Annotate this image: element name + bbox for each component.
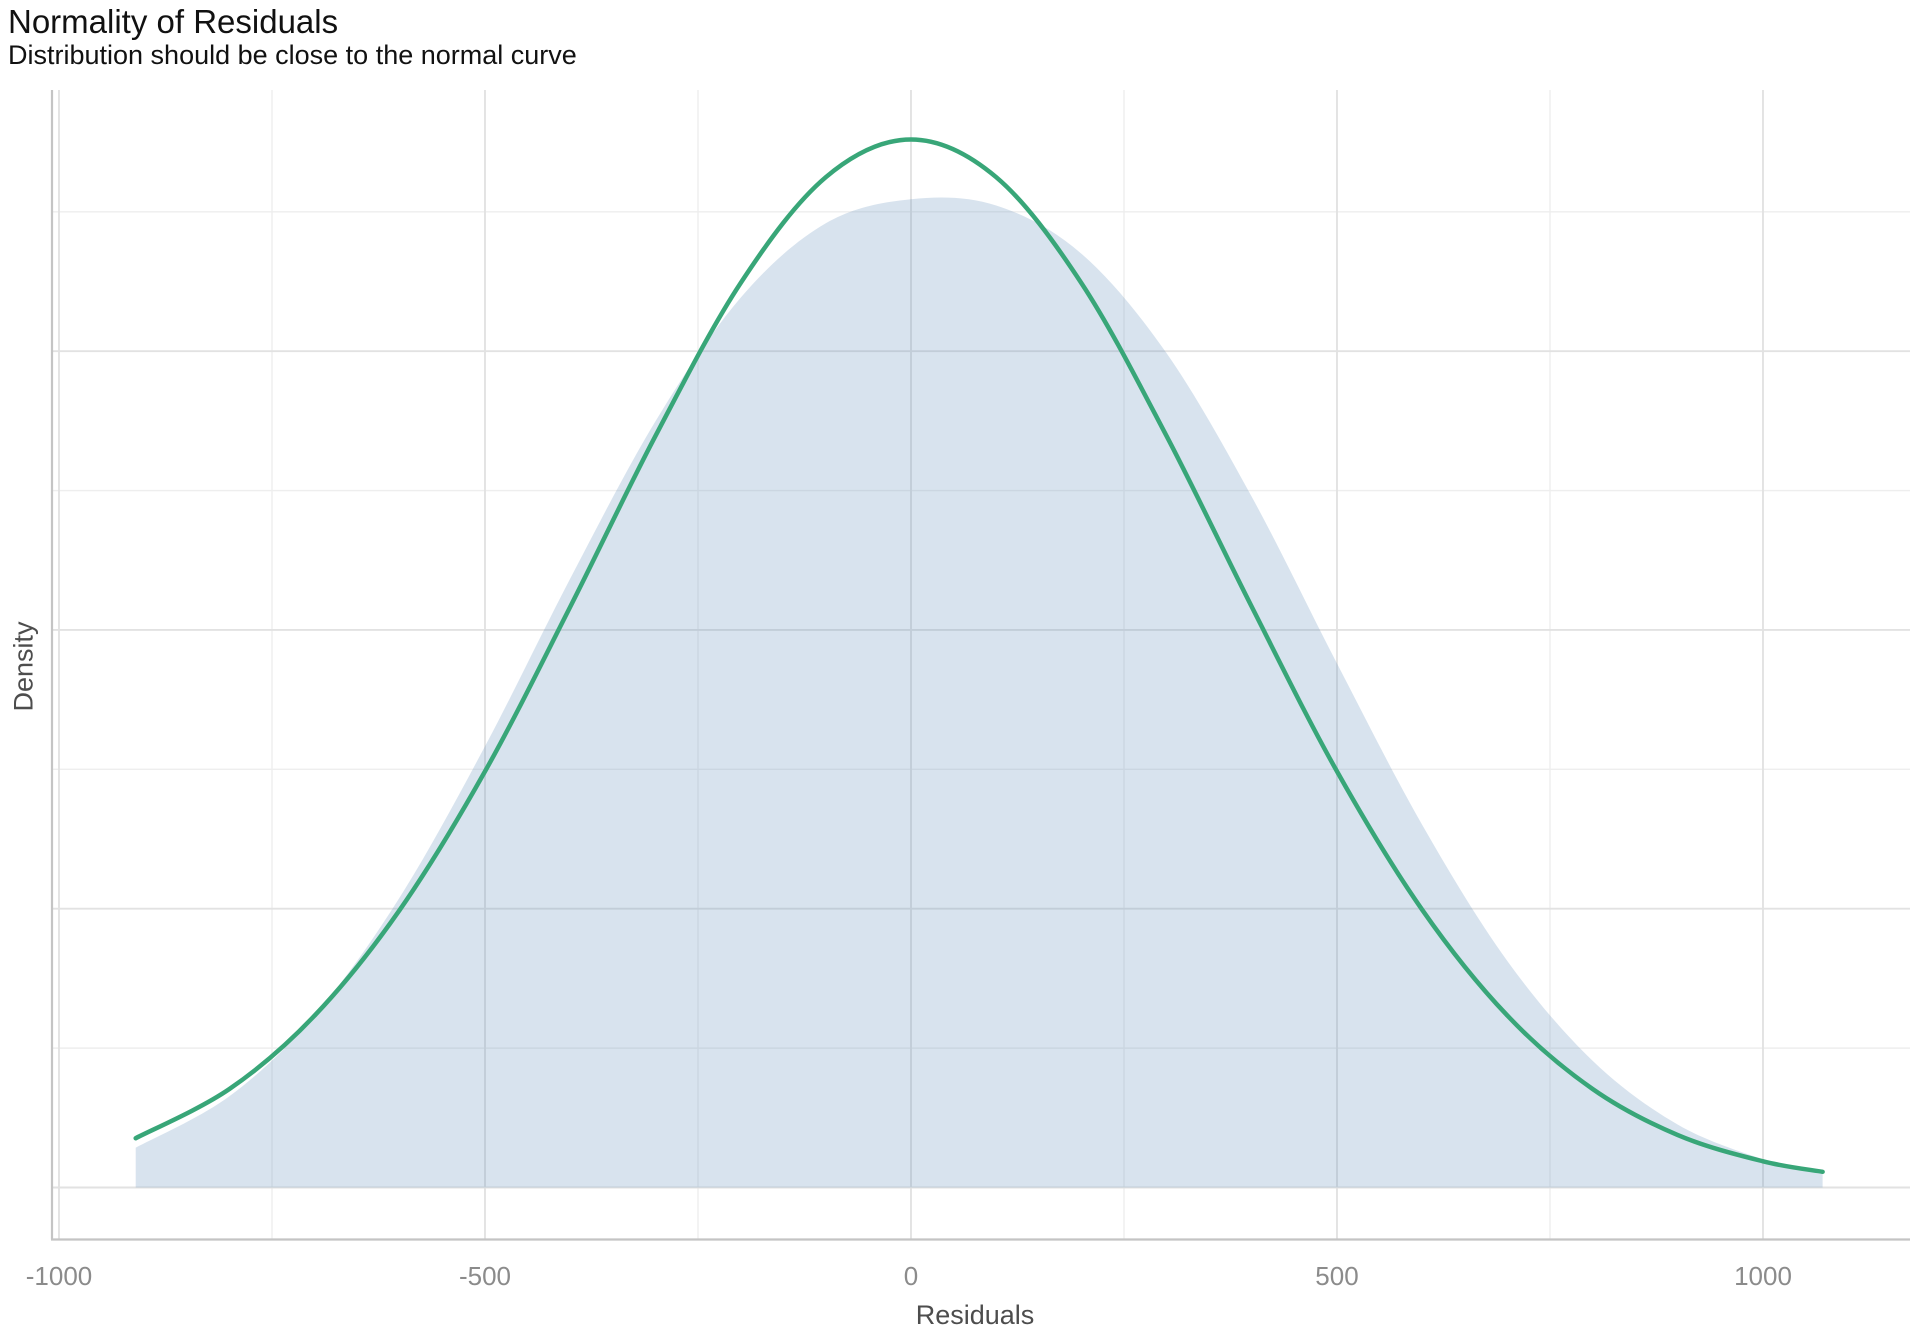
x-tick-label: -1000	[25, 1261, 93, 1291]
residual-density-area	[135, 197, 1823, 1188]
y-axis-title: Density	[8, 621, 39, 712]
normal-curve-line	[133, 137, 1825, 1175]
x-tick-label: -500	[458, 1261, 512, 1291]
axis-lines	[50, 90, 1910, 1241]
x-axis-title: Residuals	[915, 1300, 1035, 1330]
x-tick-label: 0	[903, 1261, 919, 1291]
gridlines-major	[51, 90, 1910, 1240]
gridlines-minor	[51, 90, 1910, 1240]
chart-title: Normality of Residuals	[8, 3, 339, 40]
chart-subtitle: Distribution should be close to the norm…	[8, 40, 577, 70]
x-tick-label: 1000	[1734, 1261, 1792, 1291]
x-tick-label: 500	[1315, 1261, 1359, 1291]
